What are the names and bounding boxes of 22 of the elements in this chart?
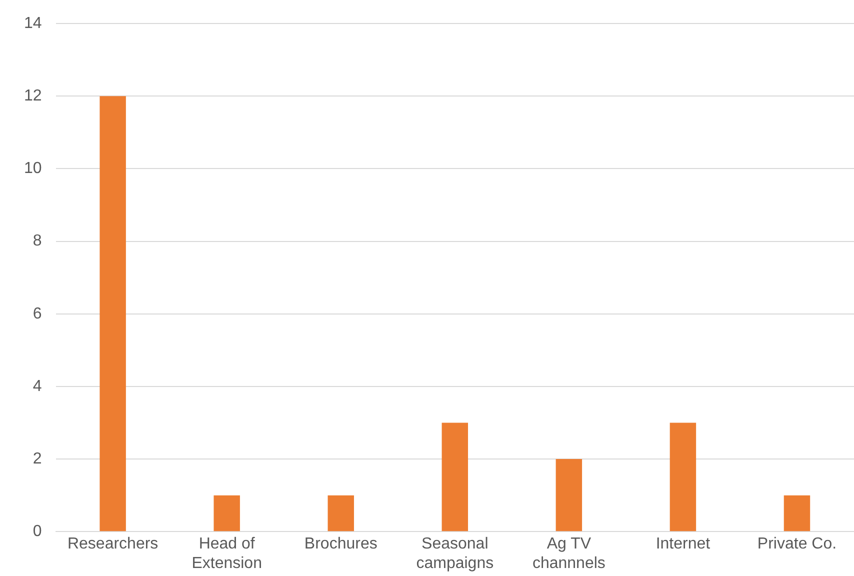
x-tick-label: Researchers	[67, 536, 158, 553]
bar	[100, 96, 126, 532]
y-tick-label: 8	[32, 232, 42, 250]
bar	[556, 459, 582, 532]
y-tick-label: 0	[32, 523, 42, 540]
x-tick-label: Brochures	[304, 536, 378, 553]
bar	[328, 495, 354, 532]
y-tick-label: 6	[32, 305, 42, 322]
y-tick-label: 14	[24, 15, 42, 32]
y-tick-label: 4	[32, 378, 42, 395]
bar	[214, 495, 240, 532]
bar	[442, 422, 468, 532]
y-tick-label: 10	[24, 160, 42, 178]
y-tick-label: 12	[24, 88, 42, 105]
x-tick-label: Internet	[656, 536, 711, 553]
x-tick-label: Head of Extension	[192, 536, 262, 572]
bar	[670, 422, 696, 532]
y-tick-label: 2	[32, 450, 42, 468]
x-tick-label: Private Co.	[757, 536, 837, 553]
x-tick-label: Ag TV channnels	[532, 536, 606, 572]
x-tick-label: Seasonal campaigns	[416, 536, 494, 572]
bar	[784, 495, 810, 532]
